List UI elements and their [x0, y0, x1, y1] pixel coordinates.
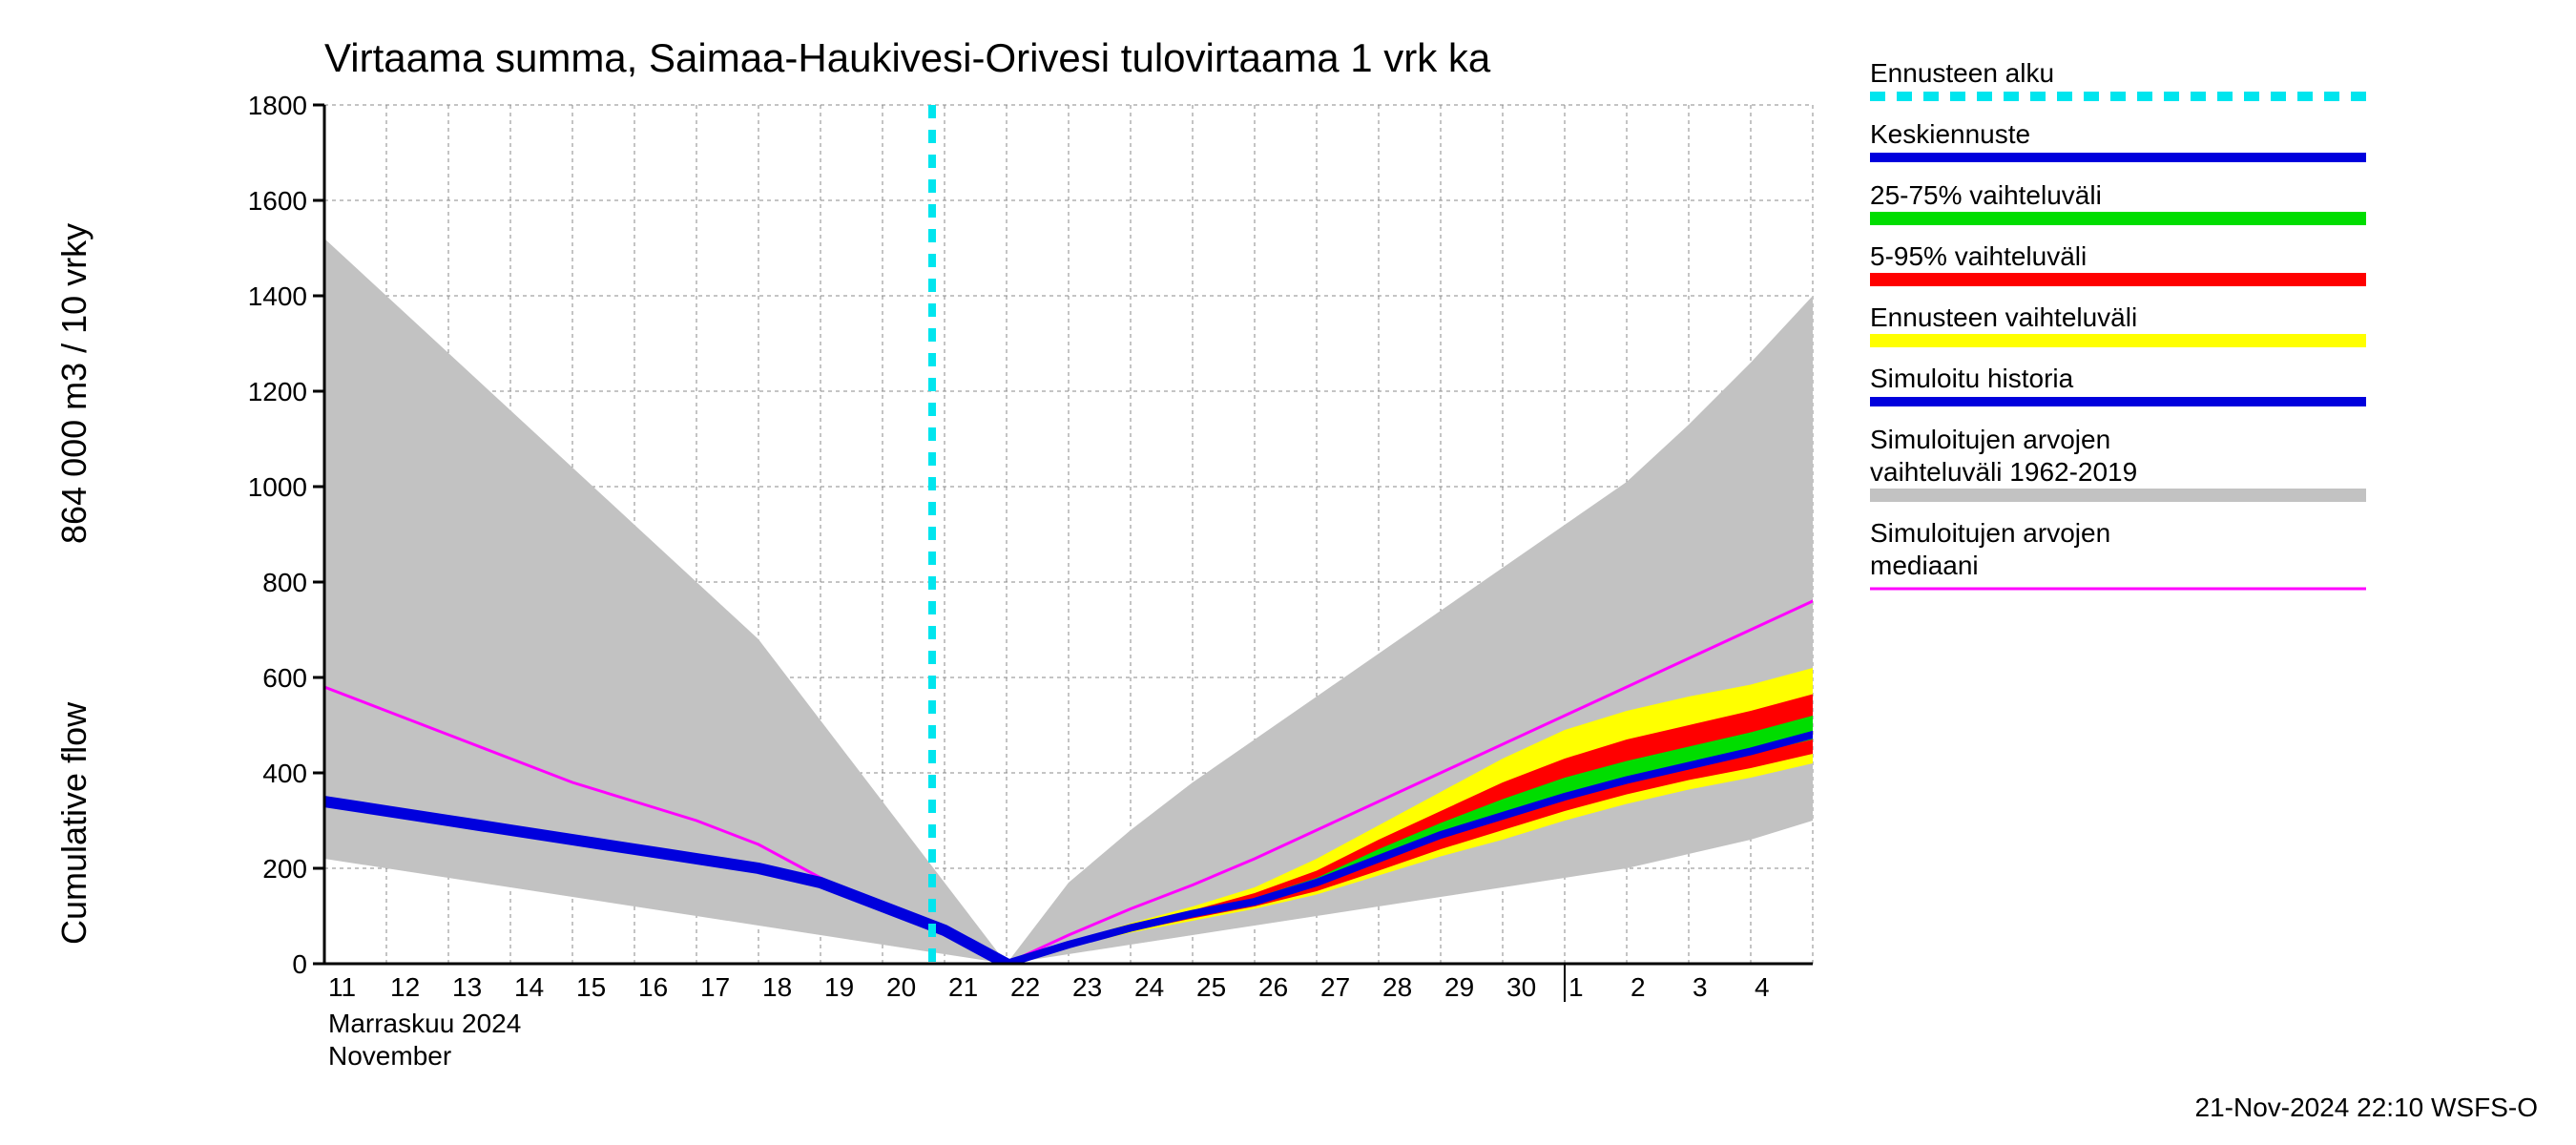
y-tick-label: 200 — [262, 854, 307, 884]
x-tick-label: 16 — [638, 972, 668, 1002]
chart-svg: 0200400600800100012001400160018001112131… — [0, 0, 2576, 1145]
y-tick-label: 1400 — [248, 281, 307, 311]
x-tick-label: 26 — [1258, 972, 1288, 1002]
legend-label: Ennusteen vaihteluväli — [1870, 302, 2137, 332]
legend-swatch — [1870, 489, 2366, 502]
x-tick-label: 12 — [390, 972, 420, 1002]
x-tick-label: 17 — [700, 972, 730, 1002]
y-tick-label: 1000 — [248, 472, 307, 502]
flow-forecast-chart: 0200400600800100012001400160018001112131… — [0, 0, 2576, 1145]
y-tick-label: 800 — [262, 568, 307, 597]
x-month-label-en: November — [328, 1041, 451, 1071]
x-tick-label: 30 — [1506, 972, 1536, 1002]
x-month-label-fi: Marraskuu 2024 — [328, 1009, 521, 1038]
legend-swatch — [1870, 273, 2366, 286]
x-tick-label: 14 — [514, 972, 544, 1002]
y-tick-label: 600 — [262, 663, 307, 693]
legend-label: Simuloitujen arvojen — [1870, 518, 2110, 548]
legend-label: 25-75% vaihteluväli — [1870, 180, 2102, 210]
timestamp-footer: 21-Nov-2024 22:10 WSFS-O — [2195, 1093, 2539, 1122]
y-tick-label: 1600 — [248, 186, 307, 216]
x-tick-label: 20 — [886, 972, 916, 1002]
x-tick-label: 19 — [824, 972, 854, 1002]
x-tick-label: 23 — [1072, 972, 1102, 1002]
x-tick-label: 3 — [1693, 972, 1708, 1002]
x-tick-label: 11 — [328, 972, 356, 1002]
legend-label: Ennusteen alku — [1870, 58, 2054, 88]
legend-label: Keskiennuste — [1870, 119, 2030, 149]
x-tick-label: 21 — [948, 972, 978, 1002]
y-tick-label: 0 — [292, 949, 307, 979]
legend-swatch — [1870, 212, 2366, 225]
x-tick-label: 18 — [762, 972, 792, 1002]
x-tick-label: 1 — [1568, 972, 1584, 1002]
legend-label: Simuloitujen arvojen — [1870, 425, 2110, 454]
legend-swatch — [1870, 334, 2366, 347]
x-tick-label: 28 — [1382, 972, 1412, 1002]
x-tick-label: 4 — [1755, 972, 1770, 1002]
x-tick-label: 22 — [1010, 972, 1040, 1002]
x-tick-label: 13 — [452, 972, 482, 1002]
legend-label: 5-95% vaihteluväli — [1870, 241, 2087, 271]
y-tick-label: 400 — [262, 759, 307, 788]
legend-label: mediaani — [1870, 551, 1979, 580]
x-tick-label: 2 — [1631, 972, 1646, 1002]
x-tick-label: 24 — [1134, 972, 1164, 1002]
x-tick-label: 15 — [576, 972, 606, 1002]
y-tick-label: 1200 — [248, 377, 307, 406]
x-tick-label: 27 — [1320, 972, 1350, 1002]
x-tick-label: 25 — [1196, 972, 1226, 1002]
y-tick-label: 1800 — [248, 91, 307, 120]
chart-title: Virtaama summa, Saimaa-Haukivesi-Orivesi… — [324, 35, 1491, 80]
legend-label: Simuloitu historia — [1870, 364, 2074, 393]
y-axis-label-2: 864 000 m3 / 10 vrky — [54, 223, 93, 544]
y-axis-label-1: Cumulative flow — [54, 701, 93, 945]
legend-label: vaihteluväli 1962-2019 — [1870, 457, 2137, 487]
x-tick-label: 29 — [1444, 972, 1474, 1002]
